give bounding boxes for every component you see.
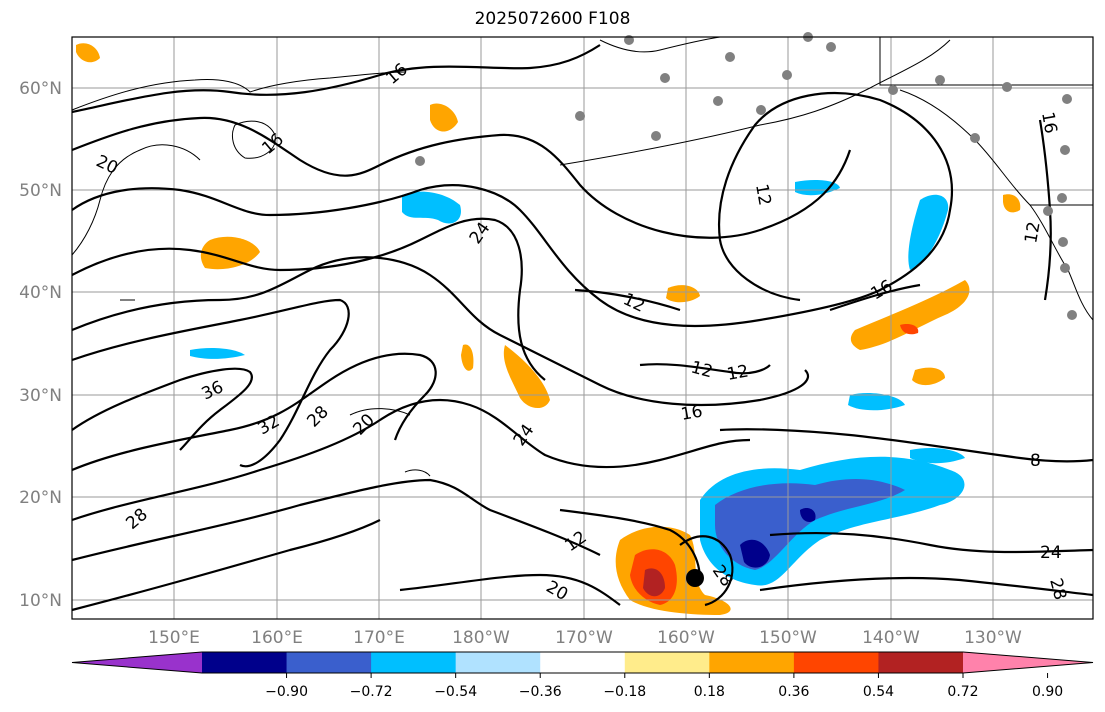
contour-label: 32: [255, 411, 284, 439]
colorbar-tick-label: 0.18: [694, 684, 725, 700]
contour-label: 28: [1045, 576, 1070, 602]
station-marker: [1057, 193, 1067, 203]
lon-label: 160°W: [657, 628, 715, 648]
colorbar-tick-label: −0.54: [434, 684, 477, 700]
colorbar-segment: [286, 652, 372, 673]
contour-label: 24: [510, 421, 539, 450]
station-marker: [1062, 94, 1072, 104]
colorbar-outline: [71, 651, 1094, 674]
contour-label: 16: [382, 60, 411, 89]
contour-label: 16: [258, 130, 287, 159]
lon-label: 170°W: [555, 628, 613, 648]
station-marker: [1002, 82, 1012, 92]
station-marker: [713, 96, 723, 106]
colorbar-segment: [624, 652, 710, 673]
map-title: 2025072600 F108: [474, 9, 631, 29]
station-marker: [1060, 145, 1070, 155]
colorbar-tick-label: −0.36: [519, 684, 562, 700]
colorbar-extend-high: [963, 652, 1093, 673]
station-marker: [1067, 310, 1077, 320]
contour-label: 12: [561, 527, 590, 556]
lat-label: 10°N: [19, 591, 62, 611]
contour-label: 28: [303, 402, 332, 431]
station-marker: [756, 105, 766, 115]
lon-label: 150°W: [759, 628, 817, 648]
contour-label: 12: [751, 182, 774, 207]
station-marker: [651, 131, 661, 141]
latitude-labels: 60°N 50°N 40°N 30°N 20°N 10°N: [19, 79, 62, 611]
contour-label: 28: [122, 505, 151, 534]
colorbar-labels: −0.90 −0.72 −0.54 −0.36 −0.18 0.18 0.36 0.54 0.7…: [265, 673, 1063, 700]
contour-labels: 20 16 16 12 24 12 12 12 16 36 32 28 20 2…: [93, 60, 1070, 606]
colorbar-segment: [202, 652, 288, 673]
station-marker: [1058, 237, 1068, 247]
lon-label: 180°W: [452, 628, 510, 648]
colorbar-segment: [540, 652, 626, 673]
colorbar-segment: [455, 652, 541, 673]
lat-label: 20°N: [19, 488, 62, 508]
contour-label: 12: [725, 361, 750, 384]
lon-label: 130°W: [964, 628, 1022, 648]
shaded-anomalies: [76, 43, 1021, 615]
lon-label: 150°E: [148, 628, 200, 648]
station-marker: [660, 73, 670, 83]
station-marker: [415, 156, 425, 166]
colorbar-tick-label: −0.18: [603, 684, 646, 700]
colorbar-segment: [793, 652, 879, 673]
graticule: [72, 37, 1093, 619]
contour-lines: [71, 44, 1094, 612]
contour-label: 16: [868, 276, 897, 304]
contour-label: 12: [689, 358, 715, 383]
storm-center-marker: [686, 569, 704, 587]
lat-label: 50°N: [19, 181, 62, 201]
station-marker: [826, 42, 836, 52]
contour-label: 36: [199, 377, 227, 404]
contour-label: 16: [679, 401, 704, 424]
station-marker: [575, 111, 585, 121]
colorbar-tick-label: 0.90: [1032, 684, 1063, 700]
station-marker: [782, 70, 792, 80]
contour-label: 20: [543, 577, 572, 605]
station-marker: [1060, 263, 1070, 273]
contour-label: 8: [1030, 451, 1041, 471]
lon-label: 160°E: [251, 628, 303, 648]
station-marker: [725, 52, 735, 62]
colorbar-tick-label: 0.54: [863, 684, 894, 700]
lat-label: 40°N: [19, 283, 62, 303]
map-frame: [71, 36, 1094, 620]
colorbar-tick-label: −0.72: [350, 684, 393, 700]
colorbar-tick-label: 0.72: [947, 684, 978, 700]
lon-label: 170°E: [353, 628, 405, 648]
contour-label: 24: [466, 219, 495, 248]
contour-label: 20: [93, 151, 121, 178]
colorbar-tick-label: −0.90: [265, 684, 308, 700]
station-markers: [415, 32, 1077, 320]
colorbar-segment: [878, 652, 964, 673]
station-marker: [935, 75, 945, 85]
station-marker: [970, 133, 980, 143]
colorbar-tick-label: 0.36: [778, 684, 809, 700]
lat-label: 60°N: [19, 79, 62, 99]
colorbar-segment: [709, 652, 795, 673]
lat-label: 30°N: [19, 386, 62, 406]
station-marker: [888, 85, 898, 95]
colorbar: [71, 651, 1094, 674]
contour-label: 12: [1021, 220, 1044, 245]
station-marker: [1043, 206, 1053, 216]
lon-label: 140°W: [862, 628, 920, 648]
contour-label: 16: [1037, 110, 1060, 135]
contour-label: 24: [1040, 543, 1062, 563]
colorbar-segment: [371, 652, 457, 673]
colorbar-extend-low: [72, 652, 202, 673]
longitude-labels: 150°E 160°E 170°E 180°W 170°W 160°W 150°…: [148, 628, 1022, 648]
